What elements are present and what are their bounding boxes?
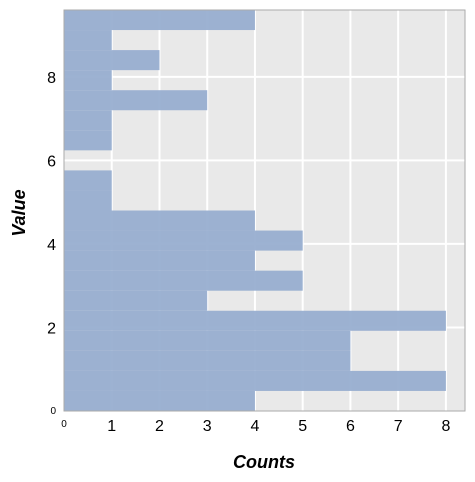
bar bbox=[64, 370, 446, 391]
bar bbox=[64, 310, 446, 331]
plot-frame bbox=[63, 9, 466, 412]
bar bbox=[64, 50, 160, 71]
y-tick-label: 0 bbox=[50, 406, 56, 417]
x-tick-label: 0 bbox=[61, 419, 67, 430]
x-tick-label: 5 bbox=[298, 418, 307, 435]
x-tick-label: 3 bbox=[203, 418, 212, 435]
bar bbox=[64, 190, 112, 211]
y-tick-label: 4 bbox=[47, 237, 56, 254]
x-axis-ticks: 0 1 2 3 4 5 6 7 8 bbox=[61, 418, 450, 435]
x-tick-label: 6 bbox=[346, 418, 355, 435]
bar bbox=[64, 390, 255, 411]
bar bbox=[64, 270, 303, 291]
y-tick-label: 8 bbox=[47, 70, 56, 87]
bars bbox=[64, 10, 446, 411]
bar bbox=[64, 90, 208, 111]
x-tick-label: 4 bbox=[250, 418, 259, 435]
bar bbox=[64, 70, 112, 91]
y-tick-label: 2 bbox=[47, 320, 56, 337]
bar bbox=[64, 230, 303, 251]
x-tick-label: 8 bbox=[441, 418, 450, 435]
bar bbox=[64, 350, 351, 371]
y-tick-label: 6 bbox=[47, 153, 56, 170]
bar bbox=[64, 250, 255, 271]
bar bbox=[64, 30, 112, 51]
x-tick-label: 7 bbox=[394, 418, 403, 435]
x-axis-title: Counts bbox=[233, 452, 295, 472]
bar bbox=[64, 210, 255, 231]
bar bbox=[64, 110, 112, 131]
bar bbox=[64, 290, 208, 311]
bar bbox=[64, 10, 255, 31]
bar bbox=[64, 130, 112, 151]
bar bbox=[64, 170, 112, 191]
bar bbox=[64, 330, 351, 351]
x-tick-label: 1 bbox=[107, 418, 116, 435]
y-axis-ticks: 0 2 4 6 8 bbox=[47, 70, 56, 417]
x-tick-label: 2 bbox=[155, 418, 164, 435]
y-axis-title: Value bbox=[9, 189, 29, 236]
